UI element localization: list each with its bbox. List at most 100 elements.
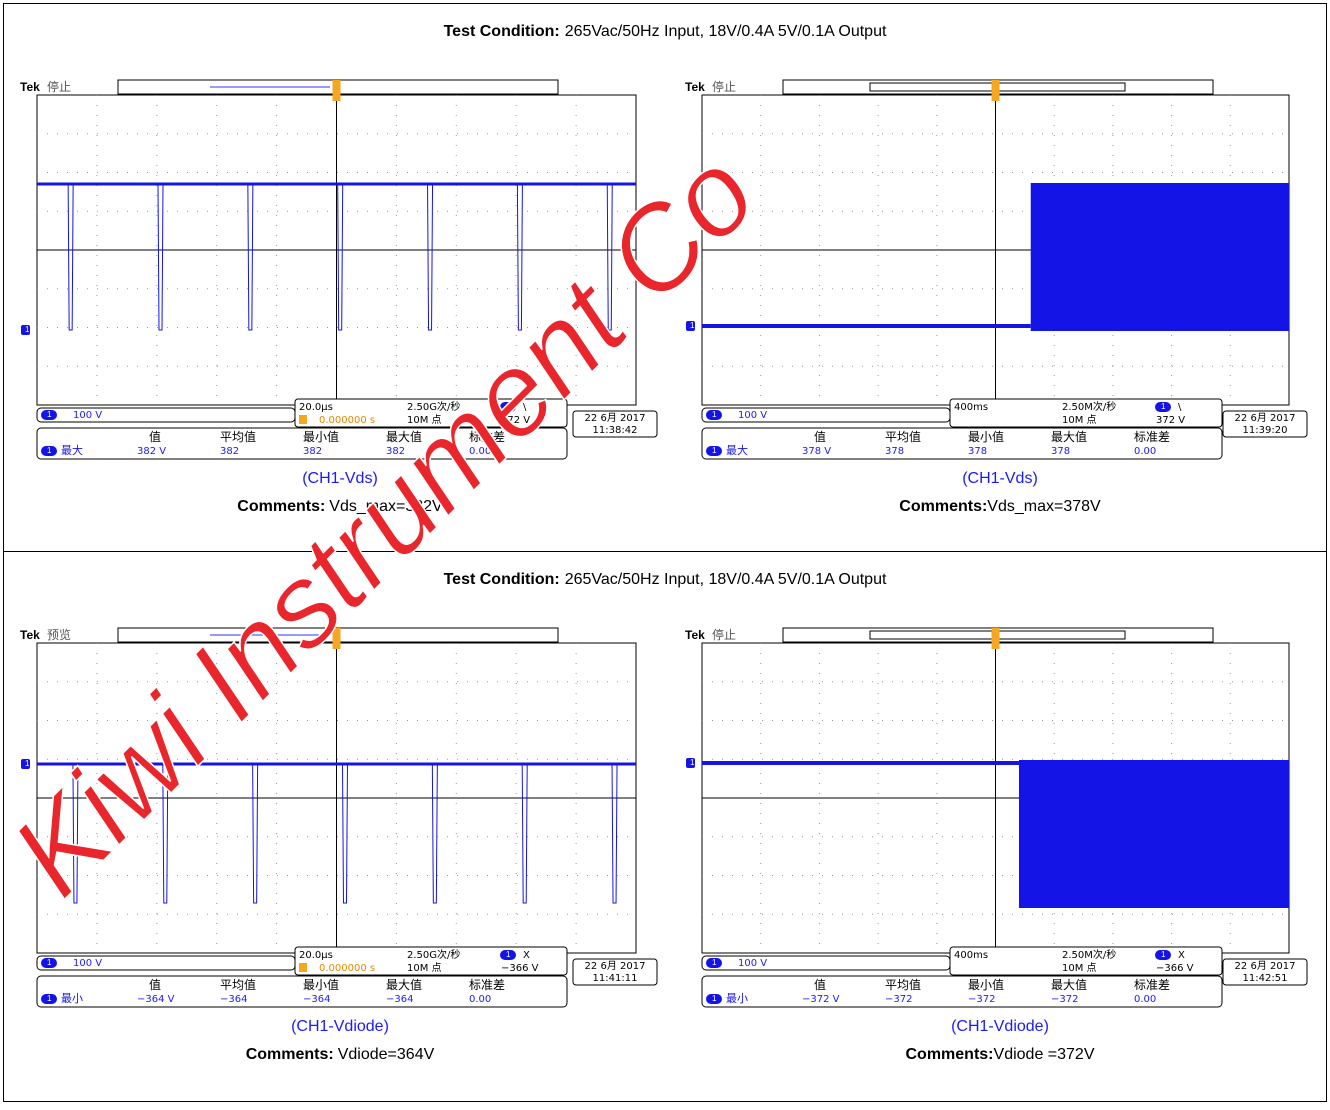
trigger-t <box>992 92 1000 101</box>
measure-badge-label: 1 <box>712 446 717 455</box>
condition-label: Test Condition: <box>444 571 560 588</box>
measure-badge-label: 1 <box>47 994 52 1003</box>
trig-badge-label: 1 <box>1161 402 1166 411</box>
date: 22 6月 2017 <box>585 960 646 972</box>
condition-text: 265Vac/50Hz Input, 18V/0.4A 5V/0.1A Outp… <box>565 571 887 588</box>
record-length: 10M 点 <box>1062 414 1097 426</box>
measure-value: 378 <box>968 446 987 457</box>
trigger-marker <box>992 628 1000 642</box>
comments-text: Vds_max=378V <box>987 498 1101 515</box>
offset-icon <box>299 415 307 424</box>
time: 11:41:11 <box>593 973 638 984</box>
timebase: 20.0µs <box>299 950 333 961</box>
measure-header: 值 <box>814 977 826 992</box>
trigger-marker <box>333 80 341 94</box>
timebase: 400ms <box>954 950 988 961</box>
status: 停止 <box>712 627 736 642</box>
measure-value: −364 V <box>137 994 175 1005</box>
measure-header: 最大值 <box>1051 429 1087 444</box>
time: 11:42:51 <box>1243 973 1288 984</box>
measure-header: 平均值 <box>220 977 256 992</box>
measure-value: 378 <box>885 446 904 457</box>
trigger-t <box>333 92 341 101</box>
measure-header: 标准差 <box>469 978 505 992</box>
ch-scale: 100 V <box>73 410 102 421</box>
measure-value: 382 <box>220 446 239 457</box>
measure-header: 最大值 <box>1051 977 1087 992</box>
ch-scale: 100 V <box>738 958 767 969</box>
trigger-slope: X <box>523 950 530 961</box>
date: 22 6月 2017 <box>1235 412 1296 424</box>
status: 停止 <box>712 79 736 94</box>
caption: (CH1-Vds) <box>962 470 1038 487</box>
ch-scale: 100 V <box>738 410 767 421</box>
sample-rate: 2.50M次/秒 <box>1062 948 1116 961</box>
record-length: 10M 点 <box>1062 962 1097 974</box>
comments-text: Vdiode =372V <box>994 1046 1095 1063</box>
trigger-level: −366 V <box>1156 963 1194 974</box>
date: 22 6月 2017 <box>585 412 646 424</box>
brand: Tek <box>685 628 705 642</box>
test-condition: Test Condition:265Vac/50Hz Input, 18V/0.… <box>444 23 887 40</box>
measure-header: 平均值 <box>885 429 921 444</box>
comments-label: Comments: <box>246 1046 334 1063</box>
measure-badge-label: 1 <box>712 994 717 1003</box>
comments-text: Vdiode=364V <box>338 1046 435 1063</box>
time: 11:39:20 <box>1243 425 1288 436</box>
measure-badge-label: 1 <box>47 446 52 455</box>
ch-badge-label: 1 <box>712 958 717 967</box>
timebase: 400ms <box>954 402 988 413</box>
measure-header: 值 <box>814 429 826 444</box>
measure-header: 最小值 <box>968 429 1004 444</box>
measure-value: 382 V <box>137 446 166 457</box>
comments: Comments:Vdiode=364V <box>246 1046 435 1063</box>
trigger-level: 372 V <box>1156 415 1185 426</box>
measure-value: 378 <box>1051 446 1070 457</box>
comments: Comments:Vds_max=378V <box>899 498 1101 515</box>
status: 停止 <box>47 79 71 94</box>
ch-badge-label: 1 <box>712 410 717 419</box>
sample-rate: 2.50M次/秒 <box>1062 400 1116 413</box>
measure-value: 378 V <box>802 446 831 457</box>
ch-badge-label: 1 <box>47 410 52 419</box>
ground-label: 1 <box>690 321 695 330</box>
measure-value: 0.00 <box>469 994 491 1005</box>
waveform-burst <box>1031 183 1289 331</box>
measure-label: 最大 <box>726 443 748 457</box>
comments-label: Comments: <box>899 498 987 515</box>
trigger-offset: 0.000000 s <box>319 415 375 426</box>
measure-value: −364 <box>386 994 413 1005</box>
measure-value: −372 <box>968 994 995 1005</box>
measure-header: 平均值 <box>220 429 256 444</box>
trigger-level: −366 V <box>501 963 539 974</box>
trigger-t <box>992 640 1000 649</box>
trig-badge-label: 1 <box>506 950 511 959</box>
condition-label: Test Condition: <box>444 23 560 40</box>
measure-value: −372 <box>885 994 912 1005</box>
ch-badge-label: 1 <box>47 958 52 967</box>
measure-header: 最小值 <box>968 977 1004 992</box>
ground-label: 1 <box>25 759 30 768</box>
trigger-marker <box>992 80 1000 94</box>
test-condition: Test Condition: 265Vac/50Hz Input, 18V/0.… <box>444 571 887 588</box>
comments-label: Comments: <box>906 1046 994 1063</box>
caption: (CH1-Vdiode) <box>951 1018 1049 1035</box>
trig-badge-label: 1 <box>1161 950 1166 959</box>
brand: Tek <box>685 80 705 94</box>
measure-header: 标准差 <box>1134 978 1170 992</box>
measure-header: 最小值 <box>303 977 339 992</box>
page: Test Condition: 265Vac/50Hz Input, 18V/0.… <box>0 0 1330 1105</box>
caption: (CH1-Vdiode) <box>291 1018 389 1035</box>
offset-icon <box>299 963 307 972</box>
waveform-burst <box>1019 760 1289 908</box>
measure-header: 平均值 <box>885 977 921 992</box>
measure-value: −364 <box>303 994 330 1005</box>
measure-header: 标准差 <box>1134 430 1170 444</box>
comments: Comments:Vdiode =372V <box>906 1046 1095 1063</box>
measure-value: 0.00 <box>1134 994 1156 1005</box>
sample-rate: 2.50G次/秒 <box>407 948 460 961</box>
measure-header: 最大值 <box>386 977 422 992</box>
brand: Tek <box>20 80 40 94</box>
trigger-offset: 0.000000 s <box>319 963 375 974</box>
